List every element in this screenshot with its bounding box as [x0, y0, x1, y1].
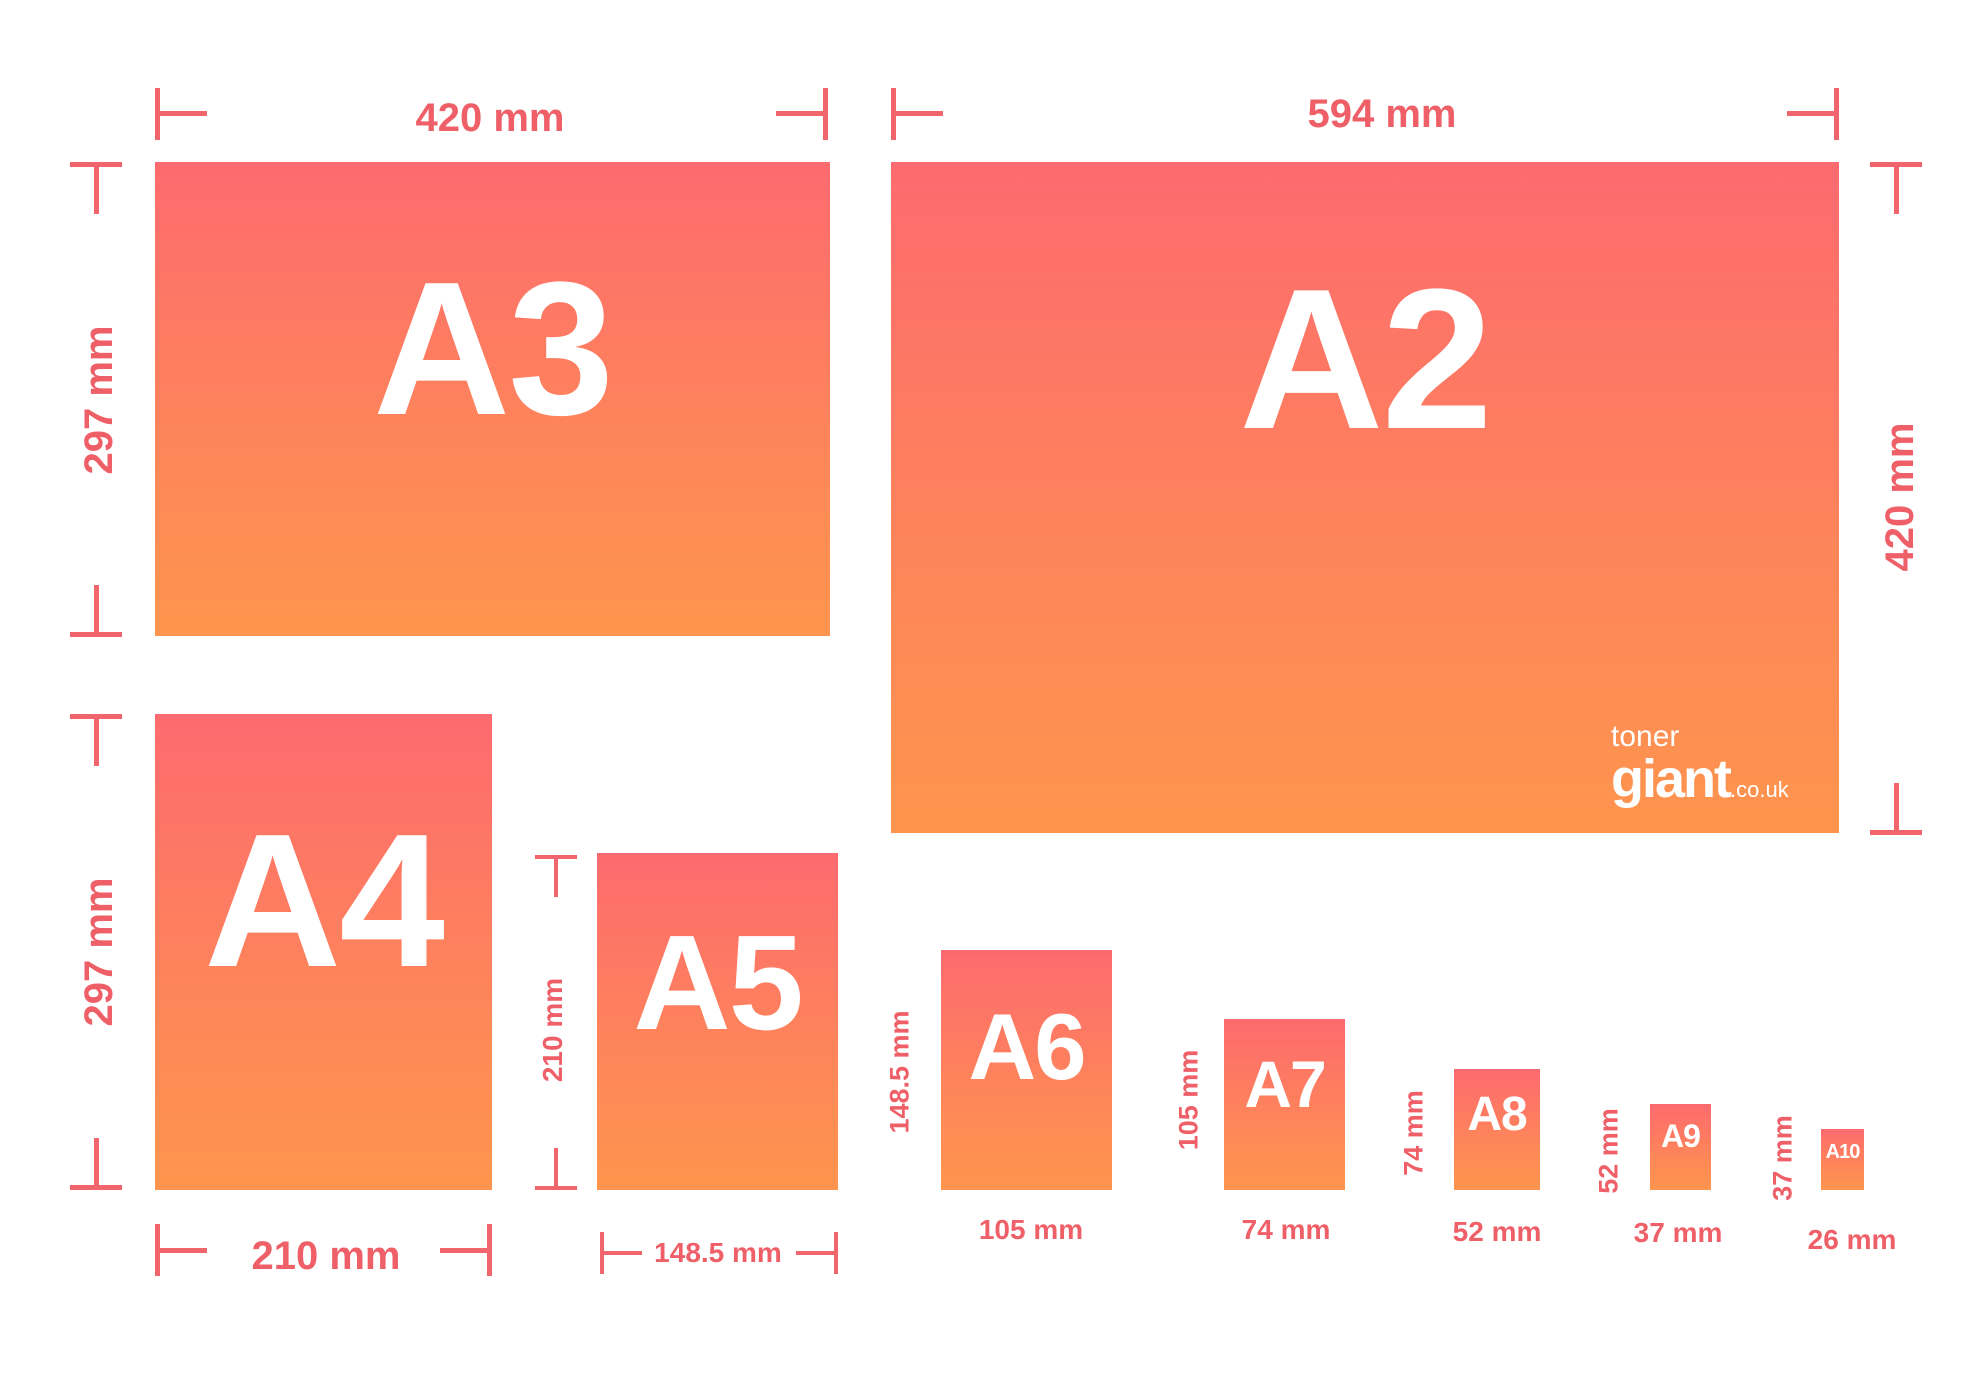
sheet-a10: A10: [1821, 1129, 1864, 1190]
a3-height-label: 297 mm: [77, 325, 121, 475]
a2-width-label: 594 mm: [1307, 92, 1457, 136]
sheet-a9: A9: [1650, 1104, 1711, 1190]
a9-height-label: 52 mm: [1593, 1108, 1624, 1194]
logo-top-text: toner: [1611, 720, 1680, 753]
sheet-a5-label: A5: [633, 907, 804, 1058]
a9-width-label: 37 mm: [1633, 1217, 1723, 1248]
sheet-a6: A6: [941, 950, 1112, 1190]
a4-width-label: 210 mm: [251, 1234, 401, 1278]
a2-height-label: 420 mm: [1878, 422, 1922, 572]
a10-height-label: 37 mm: [1767, 1115, 1798, 1201]
sheet-a9-label: A9: [1661, 1118, 1701, 1154]
sheet-a3-label: A3: [373, 243, 614, 455]
sheet-a6-label: A6: [968, 994, 1086, 1099]
sheet-a4-label: A4: [204, 795, 445, 1007]
a6-width-label: 105 mm: [978, 1214, 1084, 1245]
sheet-a10-label: A10: [1825, 1141, 1861, 1163]
sheet-a2-label: A2: [1239, 248, 1493, 471]
logo-suffix-text: .co.uk: [1730, 777, 1789, 802]
a3-width-label: 420 mm: [415, 96, 565, 140]
sheet-a8-label: A8: [1467, 1088, 1527, 1141]
logo-main-text: giant: [1611, 749, 1732, 809]
a8-height-label: 74 mm: [1398, 1090, 1429, 1176]
a7-width-label: 74 mm: [1241, 1214, 1331, 1245]
sheet-a7: A7: [1224, 1019, 1345, 1190]
a8-width-label: 52 mm: [1452, 1216, 1542, 1247]
a5-width-label: 148.5 mm: [654, 1237, 782, 1268]
a5-height-label: 210 mm: [537, 977, 568, 1083]
sheet-a5: A5: [597, 853, 838, 1190]
a6-height-label: 148.5 mm: [884, 1010, 915, 1134]
sheet-a4: A4: [155, 714, 492, 1190]
tonergiant-logo: toner giant.co.uk: [1611, 720, 1789, 809]
a7-height-label: 105 mm: [1173, 1049, 1204, 1151]
sheet-a3: A3: [155, 162, 830, 636]
sheet-a7-label: A7: [1244, 1047, 1326, 1121]
a4-height-label: 297 mm: [77, 877, 121, 1027]
sheet-a8: A8: [1454, 1069, 1540, 1190]
sheet-a2: A2 toner giant.co.uk: [891, 162, 1839, 833]
a10-width-label: 26 mm: [1807, 1224, 1897, 1255]
